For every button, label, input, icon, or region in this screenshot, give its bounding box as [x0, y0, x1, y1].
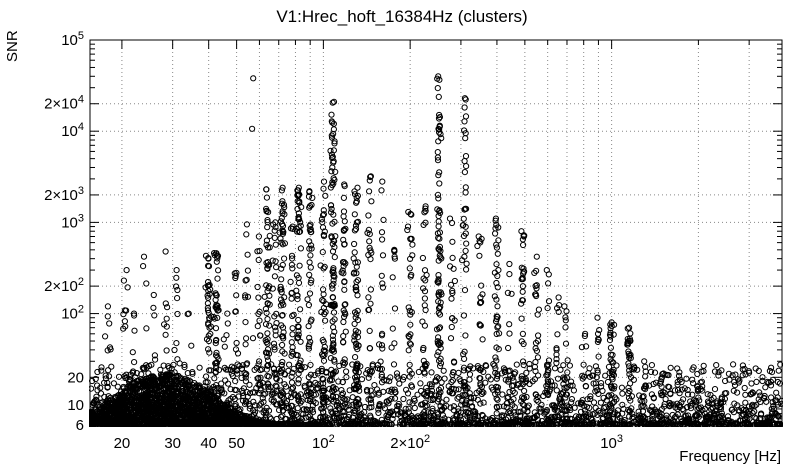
y-tick-label: 102 — [61, 304, 84, 323]
y-tick-label: 2×102 — [44, 276, 84, 295]
y-tick-label: 103 — [61, 212, 84, 231]
y-tick-label: 10 — [67, 397, 84, 414]
y-tick-label: 20 — [67, 369, 84, 386]
scatter-points — [89, 73, 783, 427]
x-tick-label: 30 — [164, 435, 181, 452]
y-axis-title: SNR — [4, 30, 21, 62]
plot-frame — [89, 39, 783, 426]
x-tick-label: 50 — [228, 435, 245, 452]
x-tick-label: 2×102 — [390, 433, 430, 452]
y-tick-label: 2×104 — [44, 94, 84, 113]
chart-title: V1:Hrec_hoft_16384Hz (clusters) — [276, 7, 527, 26]
x-tick-label: 40 — [200, 435, 217, 452]
x-axis-title: Frequency [Hz] — [679, 448, 781, 465]
y-tick-label: 6 — [76, 417, 84, 434]
y-tick-label: 105 — [61, 30, 84, 49]
x-tick-label: 102 — [312, 433, 335, 452]
y-tick-label: 2×103 — [44, 185, 84, 204]
x-tick-label: 103 — [600, 433, 623, 452]
x-tick-label: 20 — [114, 435, 131, 452]
y-tick-label: 104 — [61, 121, 84, 140]
